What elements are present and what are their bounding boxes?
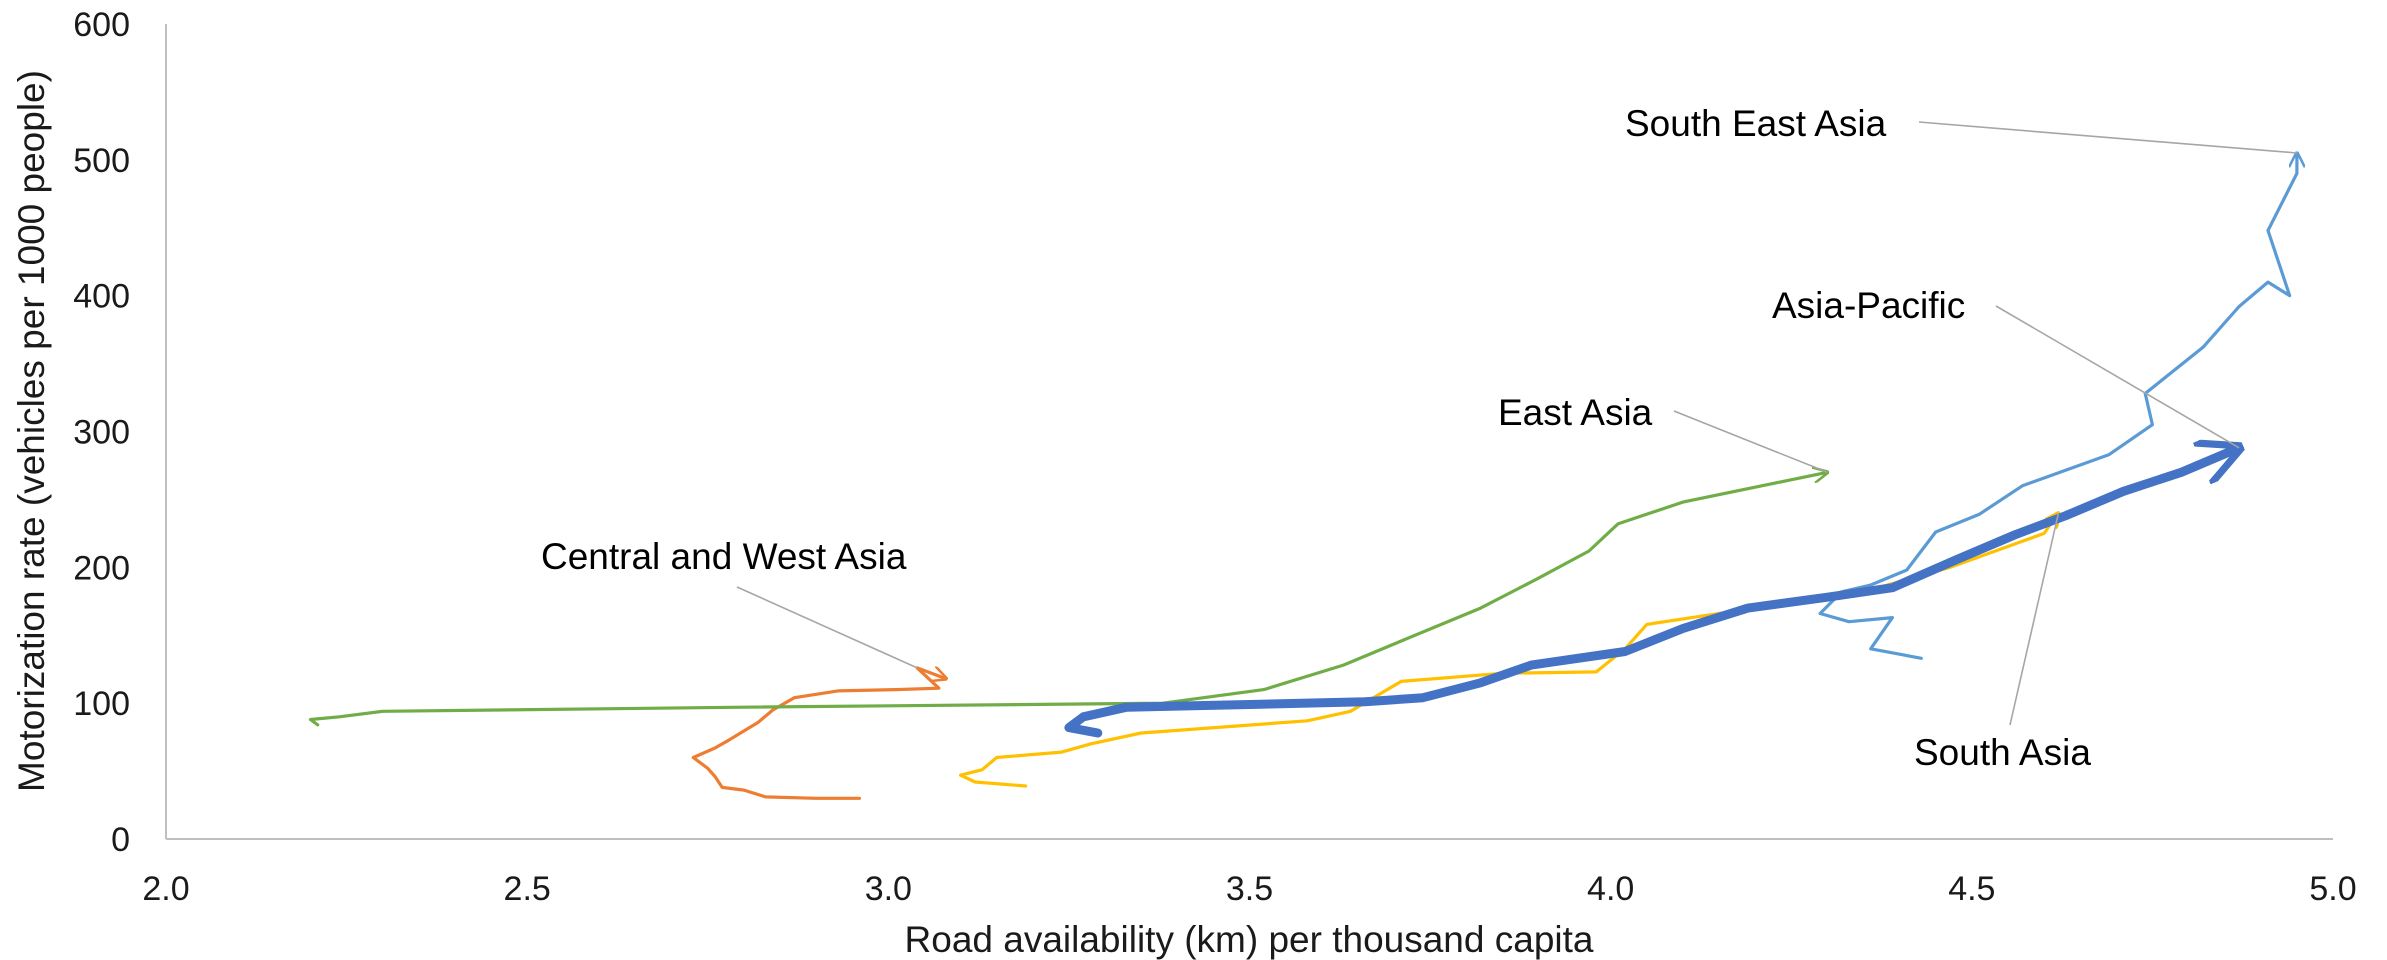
leader-east-asia: [1673, 410, 1828, 474]
leader-central-west-asia: [736, 586, 918, 669]
annotation-south-asia: South Asia: [1914, 732, 2091, 773]
annotation-leaders: [736, 121, 2297, 726]
annotation-east-asia: East Asia: [1498, 392, 1653, 433]
series-line-south-east-asia: [1818, 151, 2297, 660]
x-tick-labels: 2.0 2.5 3.0 3.5 4.0 4.5 5.0: [142, 870, 2356, 908]
y-tick-label: 200: [73, 549, 130, 587]
annotation-central-west-asia: Central and West Asia: [541, 536, 907, 577]
y-tick-label: 100: [73, 685, 130, 723]
series-lines: [308, 151, 2297, 800]
series-line-south-asia: [959, 513, 2059, 788]
x-tick-label: 3.0: [865, 870, 912, 908]
x-tick-label: 2.0: [142, 870, 189, 908]
x-tick-label: 3.5: [1226, 870, 1273, 908]
leader-south-east-asia: [1918, 121, 2297, 154]
leader-asia-pacific: [1995, 305, 2240, 449]
annotation-asia-pacific: Asia-Pacific: [1772, 285, 1965, 326]
y-axis-title: Motorization rate (vehicles per 1000 peo…: [11, 70, 52, 792]
plot-area: [165, 24, 2333, 840]
series-line-asia-pacific: [1064, 448, 2239, 738]
y-tick-label: 400: [73, 278, 130, 316]
series-line-central-and-west-asia: [691, 668, 946, 800]
x-tick-label: 4.0: [1587, 870, 1634, 908]
y-tick-label: 300: [73, 414, 130, 452]
annotation-south-east-asia: South East Asia: [1625, 103, 1887, 144]
y-tick-label: 500: [73, 142, 130, 180]
x-tick-label: 2.5: [504, 870, 551, 908]
x-tick-label: 5.0: [2309, 870, 2356, 908]
x-axis-title: Road availability (km) per thousand capi…: [905, 919, 1594, 960]
x-tick-label: 4.5: [1948, 870, 1995, 908]
leader-south-asia: [2009, 512, 2060, 726]
y-tick-labels: 0 100 200 300 400 500 600: [73, 6, 130, 859]
y-tick-label: 600: [73, 6, 130, 44]
y-tick-label: 0: [111, 821, 130, 859]
series-line-east-asia: [308, 472, 1828, 727]
